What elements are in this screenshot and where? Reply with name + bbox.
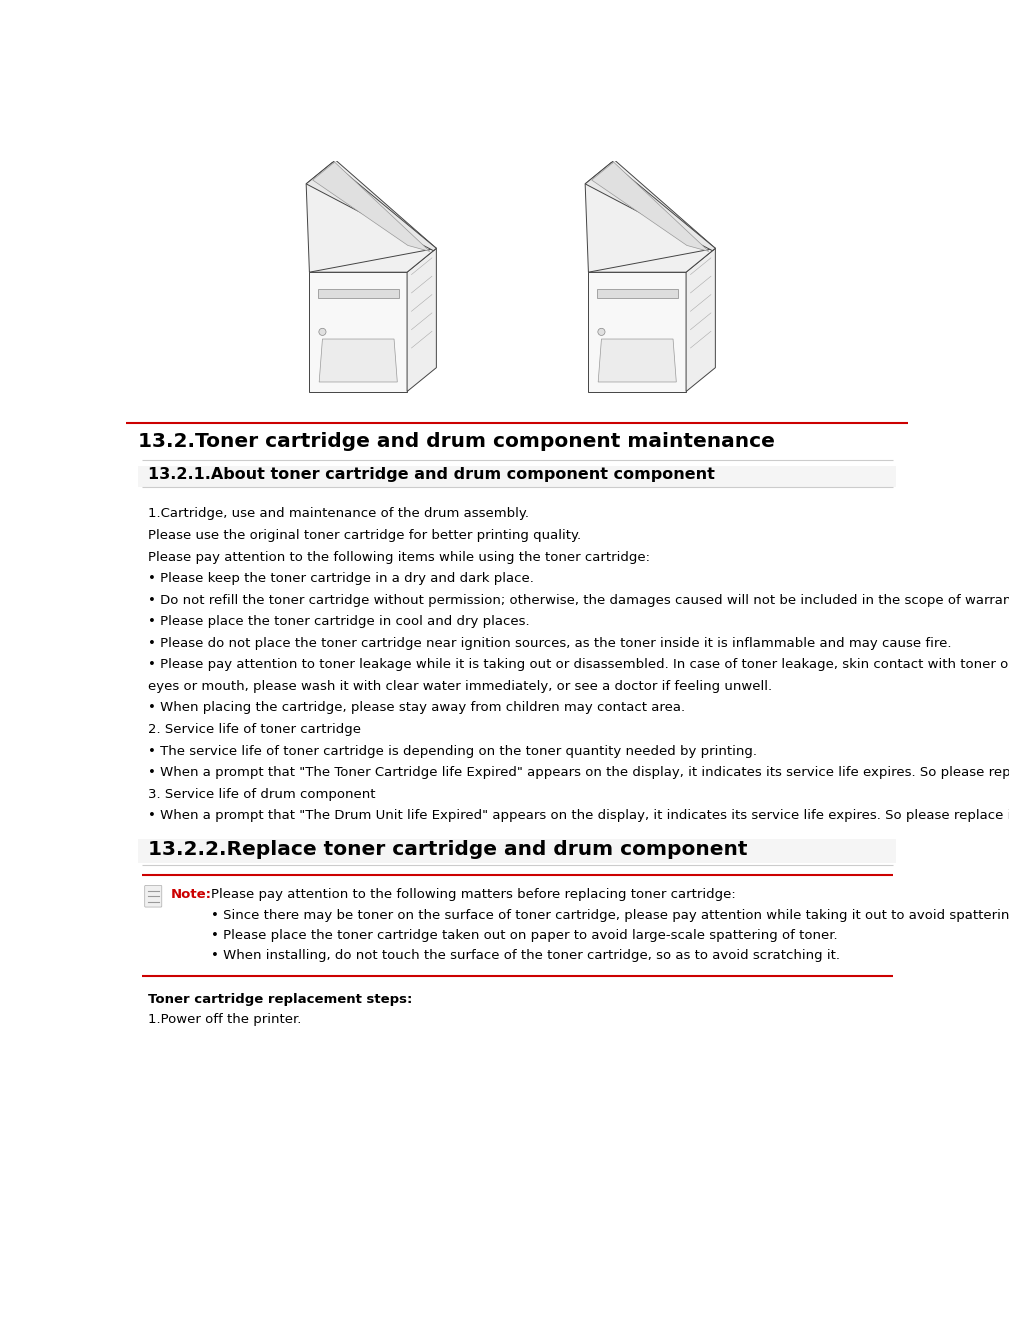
Text: Note:: Note: — [172, 888, 212, 901]
Text: • When placing the cartridge, please stay away from children may contact area.: • When placing the cartridge, please sta… — [148, 701, 685, 715]
Polygon shape — [306, 162, 436, 251]
Text: 2. Service life of toner cartridge: 2. Service life of toner cartridge — [148, 723, 361, 736]
Polygon shape — [407, 248, 436, 392]
Text: Toner cartridge replacement steps:: Toner cartridge replacement steps: — [148, 992, 413, 1006]
Polygon shape — [310, 272, 407, 392]
Polygon shape — [588, 272, 686, 392]
Polygon shape — [585, 162, 715, 251]
Text: • Since there may be toner on the surface of toner cartridge, please pay attenti: • Since there may be toner on the surfac… — [211, 909, 1009, 923]
Text: • The service life of toner cartridge is depending on the toner quantity needed : • The service life of toner cartridge is… — [148, 744, 757, 758]
Polygon shape — [310, 248, 436, 272]
Text: eyes or mouth, please wash it with clear water immediately, or see a doctor if f: eyes or mouth, please wash it with clear… — [148, 680, 772, 693]
Text: • Please keep the toner cartridge in a dry and dark place.: • Please keep the toner cartridge in a d… — [148, 573, 534, 585]
Text: 1.Cartridge, use and maintenance of the drum assembly.: 1.Cartridge, use and maintenance of the … — [148, 507, 529, 520]
Text: • When a prompt that "The Drum Unit life Expired" appears on the display, it ind: • When a prompt that "The Drum Unit life… — [148, 809, 1009, 822]
Text: • Please pay attention to toner leakage while it is taking out or disassembled. : • Please pay attention to toner leakage … — [148, 658, 1009, 672]
Text: Please use the original toner cartridge for better printing quality.: Please use the original toner cartridge … — [148, 528, 581, 542]
Polygon shape — [686, 248, 715, 392]
Text: 13.2.Toner cartridge and drum component maintenance: 13.2.Toner cartridge and drum component … — [138, 432, 775, 451]
Text: • When a prompt that "The Toner Cartridge life Expired" appears on the display, : • When a prompt that "The Toner Cartridg… — [148, 766, 1009, 779]
Circle shape — [598, 329, 605, 335]
Polygon shape — [596, 288, 678, 299]
Text: 1.Power off the printer.: 1.Power off the printer. — [148, 1012, 302, 1026]
Text: • Please do not place the toner cartridge near ignition sources, as the toner in: • Please do not place the toner cartridg… — [148, 637, 951, 650]
Bar — [138, 838, 896, 864]
Text: • Do not refill the toner cartridge without permission; otherwise, the damages c: • Do not refill the toner cartridge with… — [148, 594, 1009, 606]
Polygon shape — [591, 162, 709, 251]
FancyBboxPatch shape — [144, 885, 161, 907]
Text: Please pay attention to the following items while using the toner cartridge:: Please pay attention to the following it… — [148, 551, 650, 563]
Polygon shape — [319, 339, 398, 382]
Circle shape — [319, 329, 326, 335]
Text: • Please place the toner cartridge in cool and dry places.: • Please place the toner cartridge in co… — [148, 616, 530, 628]
Text: • When installing, do not touch the surface of the toner cartridge, so as to avo: • When installing, do not touch the surf… — [211, 949, 840, 963]
Polygon shape — [585, 160, 715, 272]
Text: • Please place the toner cartridge taken out on paper to avoid large-scale spatt: • Please place the toner cartridge taken… — [211, 929, 838, 943]
Polygon shape — [598, 339, 676, 382]
Polygon shape — [313, 162, 430, 251]
Text: 13.2.1.About toner cartridge and drum component component: 13.2.1.About toner cartridge and drum co… — [148, 468, 714, 483]
Polygon shape — [306, 160, 436, 272]
Text: 3. Service life of drum component: 3. Service life of drum component — [148, 787, 375, 801]
Bar — [138, 465, 896, 487]
Text: Please pay attention to the following matters before replacing toner cartridge:: Please pay attention to the following ma… — [211, 888, 737, 901]
Polygon shape — [318, 288, 399, 299]
Text: 13.2.2.Replace toner cartridge and drum component: 13.2.2.Replace toner cartridge and drum … — [148, 839, 748, 860]
Polygon shape — [588, 248, 715, 272]
